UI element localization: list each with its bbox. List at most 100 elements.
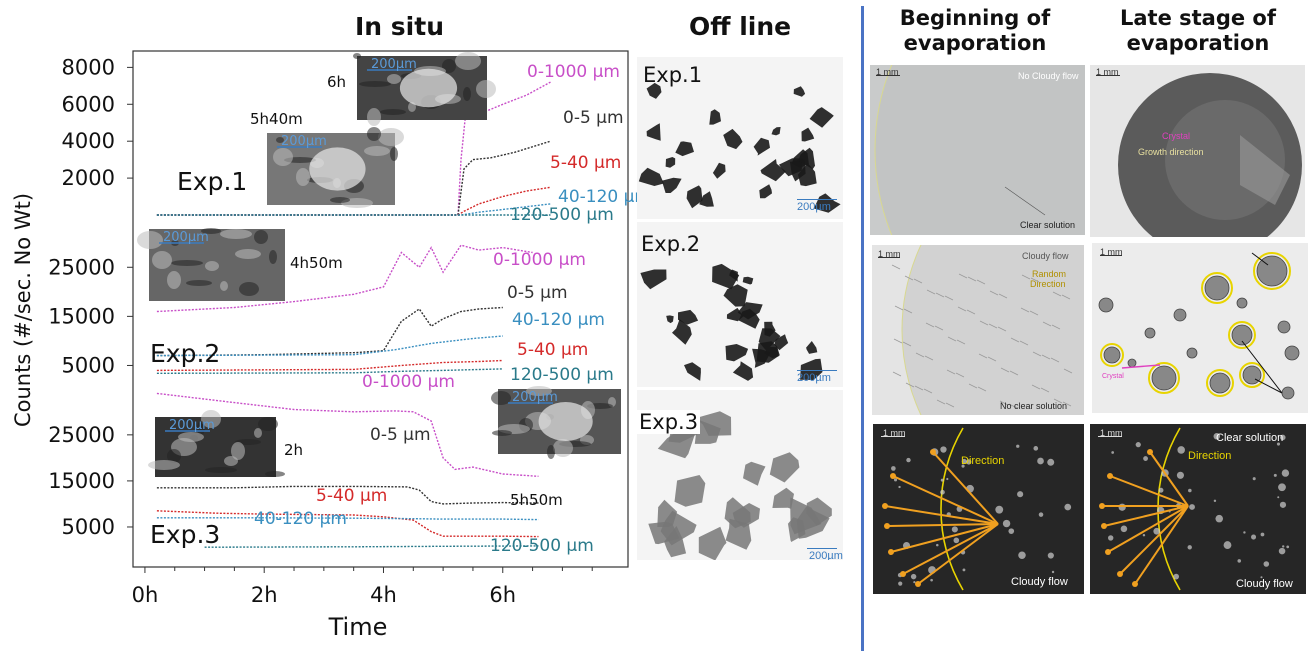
off3-crystal-4 [674, 475, 706, 507]
r2c1-streak-12 [987, 356, 997, 362]
inset-texture-4-13 [526, 386, 552, 396]
r2c1-streak-31 [914, 385, 924, 391]
r1c1-label2: Clear solution [1020, 220, 1076, 230]
r3c2svg-speck-35 [1278, 547, 1286, 555]
off2-crystal-20 [756, 341, 780, 363]
off2-crystal-16 [672, 319, 692, 345]
r2c2-bubble-13 [1236, 297, 1248, 309]
r3c1svg-speck-17 [1018, 551, 1026, 560]
y-tick-label-2-2: 25000 [48, 423, 115, 447]
off2-crystal-18 [726, 307, 744, 322]
plot-frame [132, 50, 629, 568]
r2c1-streak-41 [904, 275, 914, 281]
r2c2-bubble-1 [1204, 275, 1230, 301]
series-label-0-3: 40-120 µm [558, 187, 640, 207]
series-label-2-1: 0-5 µm [370, 425, 431, 445]
r3c2svg-speck-18 [1142, 533, 1146, 537]
inset-texture-0-3 [455, 52, 481, 70]
inset-texture-3-2 [258, 417, 278, 431]
r3c2svg-arrow-2 [1103, 505, 1189, 527]
r2c1-streak-32 [967, 276, 977, 282]
inset-highlight-0 [399, 68, 458, 108]
off3-crystal-12 [743, 461, 766, 486]
annotation-0-2: 5h40m [250, 110, 303, 128]
inset-scale-4: 200µm [512, 390, 558, 405]
r3c1-droplet-edge [940, 427, 964, 591]
r2c2-ring-4 [1148, 362, 1180, 394]
offline-exp2-label: Exp.2 [641, 232, 701, 256]
r2c1-streak-33 [1020, 307, 1030, 313]
r3c1svg-speck-37 [898, 485, 901, 489]
off2-crystal-1 [725, 344, 749, 362]
r3c2svg-arrowhead-6 [1147, 449, 1153, 455]
r3c2svg-speck-32 [1143, 456, 1148, 461]
r2c1-streak-21 [924, 355, 934, 361]
r3c1svg-speck-13 [940, 489, 945, 495]
r2c2-bubble-3 [1103, 346, 1121, 364]
r3c1svg-speck-0 [1051, 570, 1055, 574]
r2c2-ring-1 [1201, 272, 1233, 304]
inset-texture-1-3 [378, 128, 404, 146]
off1-crystal-5 [699, 191, 714, 207]
inset-texture-3-7 [201, 410, 221, 428]
y-tick-label-0-1: 4000 [62, 129, 115, 153]
r3c1svg-speck-6 [946, 477, 949, 481]
r3c1svg-arrowhead-5 [915, 581, 921, 587]
inset-texture-4-2 [491, 391, 511, 405]
y-tick-label-1-2: 25000 [48, 255, 115, 279]
r1c2-label2: Growth direction [1138, 147, 1204, 157]
photo-r3c2: 1 mm Clear solution Direction Cloudy flo… [1090, 424, 1306, 594]
r3c2svg-arrow-6 [1149, 451, 1189, 507]
r2c2-bubble-14 [1186, 347, 1198, 359]
inset-texture-2-9 [220, 229, 252, 239]
r2c2-bubble-8 [1173, 308, 1187, 322]
r3c2svg-speck-7 [1118, 503, 1126, 511]
r2c1-streak-43 [1010, 337, 1020, 343]
r2c1-streak-30 [1041, 354, 1051, 360]
inset-scale-1: 200µm [281, 134, 327, 149]
r3c2svg-arrow-5 [1134, 505, 1189, 585]
r3c2svg-speck-3 [1111, 451, 1115, 454]
r2c1-label1: Cloudy flow [1022, 251, 1069, 261]
r3c1svg-speck-21 [951, 526, 958, 533]
off1-crystal-17 [813, 193, 841, 213]
r3c1svg-arrow-6 [932, 451, 999, 525]
r2c2-bubble-2 [1231, 324, 1253, 346]
r3c1svg-speck-9 [953, 537, 960, 544]
r3c2svg-speck-5 [1277, 496, 1280, 499]
off3-crystal-18 [694, 419, 721, 444]
r3c2svg-speck-29 [1273, 473, 1277, 477]
r3c2svg-speck-30 [1223, 541, 1232, 549]
r3c2svg-arrowhead-1 [1099, 503, 1105, 509]
photo-r1c1: 1 mm No Cloudy flow Clear solution [870, 65, 1085, 235]
off1-crystal-16 [798, 147, 815, 170]
r2c2-label1: Crystal [1102, 373, 1124, 380]
r2c2-ring-3 [1100, 343, 1124, 367]
r1c2-label1: Crystal [1162, 131, 1191, 141]
r3c2svg-speck-2 [1237, 559, 1242, 563]
photo-r3c1: 1 mm Direction Cloudy flow [873, 424, 1084, 594]
off2-crystal-9 [678, 309, 699, 325]
off3-crystal-15 [657, 499, 678, 527]
series-2-3 [156, 517, 539, 521]
r2c1-streak-40 [1031, 384, 1041, 390]
r2c1-droplet-shape [901, 245, 1084, 415]
r3c2svg-speck-31 [1215, 514, 1224, 523]
r3c2-label3: Cloudy flow [1236, 578, 1293, 590]
off1-crystal-13 [686, 185, 703, 209]
inset-scale-3: 200µm [169, 418, 215, 433]
inset-texture-2-3 [137, 231, 163, 249]
inset-texture-1-12 [330, 197, 350, 203]
r2c1-streak-23 [1030, 277, 1040, 283]
r2c2-scalebar [1100, 255, 1122, 256]
series-label-0-4: 120-500 µm [510, 205, 614, 225]
r3c1svg-speck-8 [966, 459, 972, 465]
micrograph-inset-2: 200µm [137, 228, 285, 301]
r3c1svg-speck-19 [995, 505, 1004, 514]
inset-texture-2-12 [201, 228, 221, 234]
r1c1-scale: 1 mm [876, 67, 899, 77]
r2c2-bubble-0 [1256, 255, 1288, 287]
inset-texture-0-0 [353, 53, 361, 59]
inset-scale-2: 200µm [163, 230, 209, 245]
r3c2svg-speck-9 [1243, 531, 1246, 534]
